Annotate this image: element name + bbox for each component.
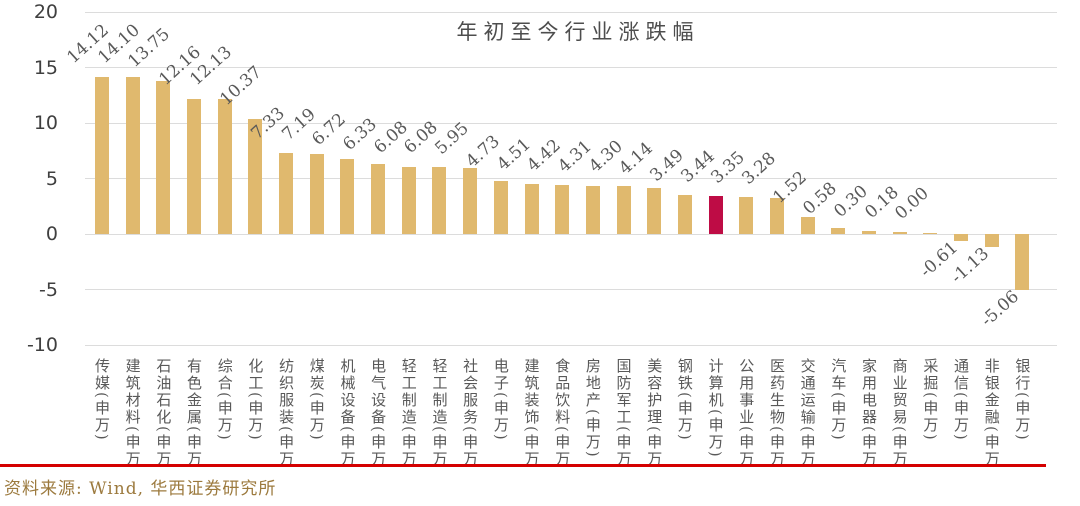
x-axis-label: 公用事业(申万): [737, 358, 756, 464]
bar-value-label: 3.44: [676, 146, 719, 187]
gridline: [85, 344, 1057, 346]
bar: [800, 217, 815, 234]
x-axis-label: 综合(申万): [215, 358, 234, 442]
x-axis-label: 采掘(申万): [921, 358, 940, 442]
x-axis-labels: 传媒(申万) 建筑材料(申万) 石油石化(申万) 有色金属(申万) 综合(申万) 化工(申…: [0, 356, 1080, 464]
gridline: [85, 289, 1057, 290]
bar: [984, 234, 999, 247]
x-axis-label: 轻工制造(申万): [399, 358, 418, 464]
bar-value-label: 4.30: [584, 136, 627, 178]
x-axis-label: 钢铁(申万): [675, 358, 694, 442]
bar: [862, 230, 876, 234]
bar-value-label: 4.42: [523, 135, 565, 176]
bar-value-label: 10.37: [216, 62, 267, 110]
x-axis-label: 建筑装饰(申万): [522, 358, 541, 464]
gridline: [85, 67, 1057, 68]
y-axis-tick: -10: [26, 334, 58, 356]
y-axis-tick: 5: [45, 167, 58, 190]
x-axis-label: 房地产(申万): [583, 358, 602, 459]
x-axis-label: 家用电器(申万): [860, 358, 878, 464]
bar: [95, 77, 109, 234]
y-axis-tick: -5: [39, 278, 58, 301]
bar: [831, 227, 846, 234]
bar-value-label: 0.00: [891, 183, 934, 224]
bar: [156, 81, 171, 234]
bar: [892, 232, 907, 234]
y-axis-tick: 20: [33, 1, 58, 23]
bar: [463, 167, 478, 234]
bar-value-label: -5.06: [977, 286, 1024, 331]
x-axis-label: 社会服务(申万): [461, 358, 480, 464]
gridline: [85, 122, 1057, 124]
x-axis-label: 计算机(申万): [706, 358, 725, 459]
gridline: [85, 233, 1057, 235]
bar: [187, 99, 202, 234]
bar: [524, 183, 539, 234]
chart-title: 年初至今行业涨跌幅: [456, 20, 700, 44]
bar: [340, 159, 355, 234]
y-axis-tick: 15: [33, 56, 58, 79]
y-axis-tick: 10: [33, 112, 58, 134]
x-axis-label: 有色金属(申万): [185, 358, 204, 464]
x-axis-label: 商业贸易(申万): [890, 358, 909, 464]
x-axis-label: 医药生物(申万): [767, 358, 786, 464]
bar-value-label: 3.35: [707, 147, 750, 188]
x-axis-label: 纺织服装(申万): [277, 358, 296, 464]
bar: [309, 154, 324, 234]
y-axis-tick: 0: [45, 223, 58, 245]
x-axis-label: 食品饮料(申万): [553, 358, 572, 464]
bar: [677, 195, 692, 234]
bar: [493, 181, 508, 234]
bar: [708, 195, 723, 234]
bar: [279, 152, 294, 234]
bar: [217, 99, 232, 234]
bar: [1015, 234, 1030, 291]
bar: [248, 118, 263, 234]
x-axis-label: 通信(申万): [952, 358, 971, 442]
bar: [923, 233, 938, 234]
bar: [555, 184, 570, 234]
x-axis-label: 建筑材料(申万): [123, 358, 142, 464]
bar: [739, 196, 754, 234]
separator-line: [0, 464, 1046, 467]
bar-value-label: 0.30: [830, 181, 872, 222]
x-axis-label: 非银金融(申万): [982, 358, 1001, 464]
gridline: [85, 11, 1057, 13]
bar: [401, 166, 416, 234]
bar: [769, 197, 784, 234]
bar: [647, 188, 662, 234]
x-axis-label: 石油石化(申万): [154, 358, 173, 464]
bar: [371, 163, 386, 234]
bar-value-label: 0.18: [860, 182, 903, 223]
x-axis-label: 煤炭(申万): [307, 358, 326, 442]
x-axis-label: 银行(申万): [1013, 358, 1032, 442]
bar: [954, 234, 969, 241]
x-axis-label: 交通运输(申万): [798, 358, 817, 464]
bar: [432, 166, 447, 234]
bar: [585, 186, 600, 234]
bar-value-label: 6.08: [400, 117, 443, 158]
bar: [616, 186, 631, 234]
bar-value-label: 4.73: [462, 132, 504, 173]
gridline: [85, 178, 1057, 179]
x-axis-label: 国防军工(申万): [614, 358, 633, 464]
bar-value-label: 7.33: [247, 103, 289, 144]
x-axis-label: 汽车(申万): [829, 358, 848, 442]
x-axis-label: 美容护理(申万): [645, 358, 664, 464]
bar: [125, 77, 140, 234]
x-axis-label: 化工(申万): [246, 358, 265, 442]
x-axis-label: 机械设备(申万): [338, 358, 357, 464]
x-axis-label: 电子(申万): [491, 358, 510, 442]
x-axis-label: 电气设备(申万): [369, 358, 388, 464]
x-axis-label: 轻工制造(申万): [430, 358, 449, 464]
source-text: 资料来源: Wind, 华西证券研究所: [4, 479, 277, 499]
bar-value-label: 3.28: [738, 148, 780, 189]
x-axis-label: 传媒(申万): [93, 358, 111, 442]
